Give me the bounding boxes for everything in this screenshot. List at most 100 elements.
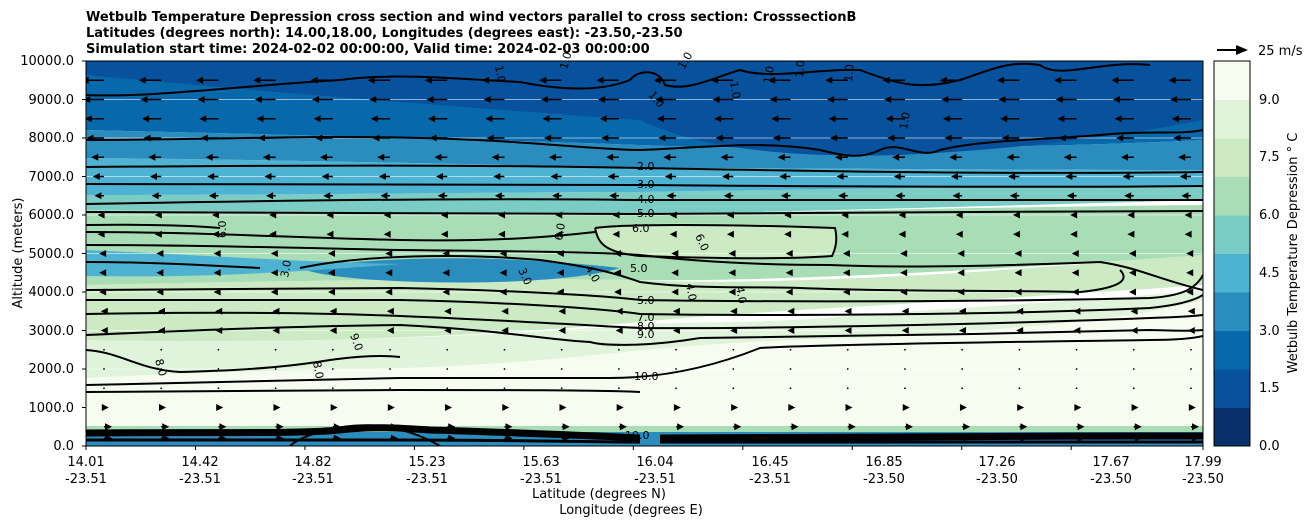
wind-arrow bbox=[503, 387, 506, 390]
wind-arrow bbox=[671, 250, 679, 257]
x-tick-lat: 15.63 bbox=[522, 455, 559, 470]
wind-arrow bbox=[326, 211, 334, 219]
wind-arrow bbox=[264, 173, 276, 180]
wind-arrow bbox=[1130, 307, 1138, 315]
wind-arrow bbox=[389, 387, 391, 390]
wind-arrow bbox=[675, 348, 678, 351]
contour-label-4-right: 4.0 bbox=[683, 282, 699, 301]
wind-arrow bbox=[104, 423, 112, 431]
y-tick-label: 4000.0 bbox=[29, 285, 75, 300]
wind-arrow bbox=[1187, 327, 1195, 334]
wind-arrow bbox=[606, 153, 619, 161]
contour-10-low bbox=[86, 388, 641, 393]
wind-arrow bbox=[556, 269, 564, 277]
wind-arrow bbox=[1063, 153, 1077, 161]
colorbar-band bbox=[1214, 253, 1250, 293]
wind-arrow bbox=[274, 387, 277, 390]
wind-arrow bbox=[842, 288, 850, 296]
wind-arrow bbox=[1111, 76, 1134, 84]
wind-arrow bbox=[844, 307, 852, 315]
wind-arrow bbox=[217, 387, 220, 390]
wind-arrow bbox=[789, 387, 792, 390]
wind-arrow bbox=[1133, 423, 1142, 431]
wind-arrow bbox=[493, 173, 505, 180]
wind-arrow bbox=[161, 434, 170, 442]
wind-arrow bbox=[728, 250, 736, 257]
wind-arrow bbox=[555, 211, 563, 219]
wind-arrow bbox=[779, 173, 791, 180]
wind-arrow bbox=[723, 192, 734, 200]
wind-arrow bbox=[218, 434, 227, 442]
wind-arrow bbox=[1016, 327, 1024, 334]
wind-arrow bbox=[207, 173, 219, 180]
wind-arrow bbox=[100, 307, 108, 315]
wind-arrow bbox=[330, 404, 338, 411]
wind-arrow bbox=[156, 269, 164, 277]
chart-title-line-3: Simulation start time: 2024-02-02 00:00:… bbox=[86, 42, 650, 57]
wind-arrow bbox=[902, 404, 910, 411]
wind-arrow bbox=[596, 76, 619, 84]
wind-arrow bbox=[199, 115, 219, 123]
wind-arrow bbox=[329, 307, 337, 315]
wind-arrow bbox=[258, 134, 276, 142]
wind-arrow bbox=[676, 423, 685, 431]
wind-arrow bbox=[731, 404, 739, 411]
wind-arrow bbox=[556, 288, 564, 296]
wind-arrow bbox=[447, 423, 456, 431]
wind-arrow bbox=[103, 348, 105, 351]
wind-arrow bbox=[1071, 269, 1079, 277]
wind-arrow bbox=[785, 250, 793, 257]
y-tick-label: 10000.0 bbox=[20, 54, 74, 69]
colorbar-band bbox=[1214, 369, 1250, 408]
wind-arrow bbox=[790, 434, 799, 442]
wind-arrow bbox=[556, 250, 564, 257]
wind-arrow bbox=[270, 288, 278, 296]
wind-arrow bbox=[847, 434, 856, 442]
wind-arrow bbox=[561, 434, 570, 442]
contour-label-5b: 5.0 bbox=[630, 262, 648, 275]
wind-arrow bbox=[372, 134, 391, 142]
contour-1-mid bbox=[86, 129, 1203, 157]
wind-arrow bbox=[1114, 115, 1134, 123]
wind-arrow bbox=[1173, 134, 1191, 142]
y-tick-marks bbox=[82, 60, 86, 447]
wind-arrow bbox=[615, 307, 623, 315]
surface-strip-top bbox=[86, 426, 1203, 432]
wind-arrow bbox=[503, 348, 506, 351]
wind-arrow bbox=[504, 434, 513, 442]
x-tick-lon: -23.51 bbox=[179, 472, 221, 487]
colorbar-band bbox=[1214, 407, 1250, 447]
wind-arrow bbox=[658, 134, 677, 142]
x-axis-label-lon: Longitude (degrees E) bbox=[559, 503, 703, 518]
contour-lines bbox=[86, 62, 1203, 446]
wind-arrow bbox=[428, 115, 448, 123]
contour-7 bbox=[86, 294, 1203, 316]
wind-arrow bbox=[733, 423, 742, 431]
wind-arrow bbox=[901, 307, 909, 315]
wind-arrow bbox=[841, 230, 849, 238]
wind-arrow bbox=[213, 250, 221, 257]
contour-label-10: 10.0 bbox=[634, 370, 659, 383]
wind-arrow bbox=[612, 211, 620, 219]
colorbar-band bbox=[1214, 292, 1250, 331]
contour-5-lower bbox=[86, 274, 1203, 303]
wind-arrow bbox=[440, 230, 448, 238]
wind-arrow bbox=[197, 96, 219, 103]
wind-arrow bbox=[501, 307, 509, 315]
wind-arrow bbox=[672, 327, 680, 334]
wind-arrow bbox=[486, 134, 505, 142]
wind-arrow bbox=[1131, 404, 1139, 411]
contour-label-8-mid: 8.0 bbox=[310, 360, 326, 379]
wind-arrow bbox=[1190, 368, 1192, 370]
wind-arrow bbox=[609, 192, 619, 200]
wind-vectors bbox=[86, 76, 1199, 442]
wind-arrow bbox=[1071, 288, 1079, 296]
wind-arrow bbox=[104, 434, 112, 442]
wind-arrow bbox=[1124, 192, 1134, 200]
wind-arrow bbox=[208, 192, 219, 200]
wind-key-arrowhead bbox=[1236, 45, 1248, 55]
colorbar-ticks: 0.0 1.5 3.0 4.5 6.0 7.5 9.0 bbox=[1259, 93, 1280, 454]
wind-arrow bbox=[1076, 423, 1085, 431]
wind-arrow bbox=[328, 269, 336, 277]
wind-arrow bbox=[1057, 115, 1077, 123]
